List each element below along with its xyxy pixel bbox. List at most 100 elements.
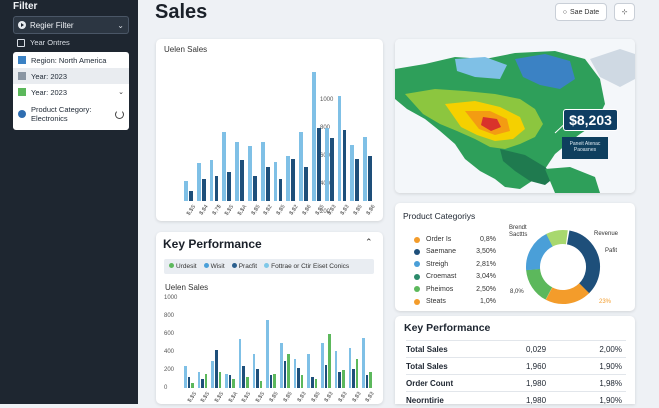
bar[interactable] xyxy=(256,369,259,388)
bar[interactable] xyxy=(246,377,249,388)
bar[interactable] xyxy=(273,161,278,201)
category-row[interactable]: Order Is 0,8% xyxy=(414,236,496,243)
bar[interactable] xyxy=(188,191,193,201)
bar[interactable] xyxy=(307,353,310,388)
bar[interactable] xyxy=(225,373,228,388)
bar[interactable] xyxy=(191,382,194,388)
bar[interactable] xyxy=(278,178,283,201)
bar[interactable] xyxy=(363,136,368,201)
bar[interactable] xyxy=(235,142,240,201)
bar[interactable] xyxy=(283,361,287,388)
bar[interactable] xyxy=(242,366,245,388)
bar[interactable] xyxy=(342,129,347,201)
category-row[interactable]: Streigh 2,81% xyxy=(414,261,496,268)
filter-item-category[interactable]: Product Category: Electronics xyxy=(13,100,129,128)
bar[interactable] xyxy=(337,96,342,201)
bar[interactable] xyxy=(324,128,329,201)
bar[interactable] xyxy=(311,377,314,388)
bar[interactable] xyxy=(201,178,206,201)
bar[interactable] xyxy=(252,353,256,388)
bar[interactable] xyxy=(266,319,269,388)
filter-item-region[interactable]: Region: North America xyxy=(13,52,129,68)
checkbox[interactable] xyxy=(17,38,25,47)
bar[interactable] xyxy=(269,375,273,388)
bar[interactable] xyxy=(227,171,232,201)
refresh-icon[interactable] xyxy=(115,109,124,119)
bar[interactable] xyxy=(232,379,235,388)
category-row[interactable]: Pheimos 2,50% xyxy=(414,286,496,293)
bar[interactable] xyxy=(324,364,328,388)
bar[interactable] xyxy=(328,334,331,388)
category-row[interactable]: Steats 1,0% xyxy=(414,298,496,305)
chevron-up-icon[interactable]: ⌃ xyxy=(365,237,373,247)
date-button[interactable]: ○ Sae Date xyxy=(555,3,607,21)
bar[interactable] xyxy=(280,343,283,388)
bar[interactable] xyxy=(265,167,270,201)
bar[interactable] xyxy=(293,359,297,388)
bar[interactable] xyxy=(350,145,355,201)
category-row[interactable]: Saemane 3,50% xyxy=(414,248,496,255)
bar[interactable] xyxy=(297,368,300,388)
bar[interactable] xyxy=(211,361,214,388)
bar[interactable] xyxy=(342,370,345,388)
bar[interactable] xyxy=(365,375,369,388)
north-america-map[interactable] xyxy=(395,39,635,193)
bar[interactable] xyxy=(321,343,324,388)
bar[interactable] xyxy=(184,181,188,201)
bar[interactable] xyxy=(218,371,222,388)
bar[interactable] xyxy=(348,348,352,388)
bar[interactable] xyxy=(368,156,372,201)
search-icon: ○ xyxy=(562,8,568,16)
bar[interactable] xyxy=(240,160,244,201)
category-row[interactable]: Croemast 3,04% xyxy=(414,273,496,280)
bar[interactable] xyxy=(184,365,187,388)
filter-item-year[interactable]: Year: 2023 xyxy=(13,68,129,84)
bar[interactable] xyxy=(287,353,290,388)
bar[interactable] xyxy=(329,138,334,201)
legend-item[interactable]: Fottrae or Ctir Eiset Conics xyxy=(264,263,349,270)
bar[interactable] xyxy=(209,160,214,201)
bar[interactable] xyxy=(252,175,257,201)
filter-item-year-dropdown[interactable]: Year: 2023 ⌄ xyxy=(13,84,129,100)
bar[interactable] xyxy=(215,350,218,388)
bar[interactable] xyxy=(196,163,201,201)
year-checkbox-row[interactable]: Year Ontres xyxy=(17,38,70,47)
bar[interactable] xyxy=(259,380,263,388)
bar[interactable] xyxy=(214,175,219,201)
bar[interactable] xyxy=(312,72,316,201)
legend-item[interactable]: Pracfit xyxy=(231,263,257,270)
bar[interactable] xyxy=(248,146,252,201)
filter-sidebar: Filter Regier Filter ⌄ Year Ontres Regio… xyxy=(0,0,138,404)
bar[interactable] xyxy=(369,371,372,388)
bar[interactable] xyxy=(273,373,276,388)
bar[interactable] xyxy=(204,373,208,388)
bar[interactable] xyxy=(304,167,308,201)
bar[interactable] xyxy=(334,351,338,388)
legend-item[interactable]: Wisit xyxy=(203,263,225,270)
bar[interactable] xyxy=(187,377,191,388)
donut-label: Brendt Sacttts xyxy=(509,225,528,238)
bar[interactable] xyxy=(260,142,265,201)
legend-item[interactable]: Urdesit xyxy=(169,263,197,270)
bar[interactable] xyxy=(222,132,227,201)
bar[interactable] xyxy=(197,371,201,388)
bar[interactable] xyxy=(300,375,304,388)
bar[interactable] xyxy=(314,379,318,388)
settings-button[interactable]: ⊹ xyxy=(614,3,635,21)
bar[interactable] xyxy=(299,132,304,201)
donut-chart[interactable] xyxy=(521,225,609,309)
bar[interactable] xyxy=(291,159,296,201)
bar[interactable] xyxy=(338,371,341,388)
chart-title: Uelen Sales xyxy=(165,283,209,292)
bar[interactable] xyxy=(362,337,365,388)
bar[interactable] xyxy=(238,339,242,388)
bar[interactable] xyxy=(286,156,291,201)
bar[interactable] xyxy=(228,374,232,388)
bar[interactable] xyxy=(352,369,355,388)
bar[interactable] xyxy=(355,359,359,388)
bar[interactable] xyxy=(201,379,204,388)
bar[interactable] xyxy=(355,159,360,201)
region-filter-dropdown[interactable]: Regier Filter ⌄ xyxy=(13,16,129,34)
bar[interactable] xyxy=(316,128,321,201)
